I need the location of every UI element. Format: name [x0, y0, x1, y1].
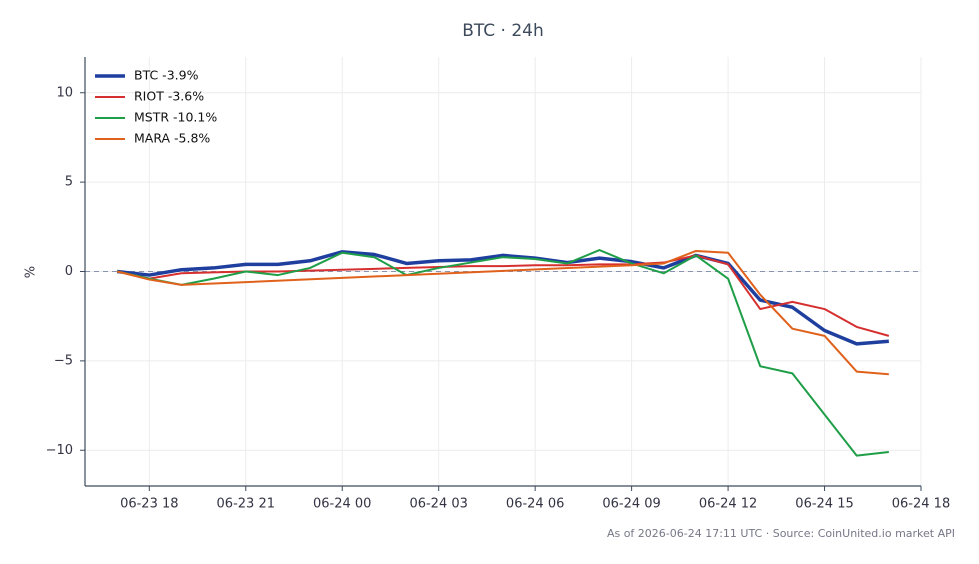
- series-line: [116, 250, 889, 346]
- y-tick-label: 0: [65, 264, 73, 279]
- y-tick-label: 5: [65, 175, 73, 190]
- legend-label: RIOT -3.6%: [134, 89, 204, 104]
- axes: −10 −5 0 5 10 06-23 18 06-23 21 06-24 00 06-24 0…: [46, 57, 950, 512]
- x-tick-label: 06-24 12: [699, 497, 757, 512]
- legend: BTC -3.9% RIOT -3.6% MSTR -10.1% MARA -5.8%: [95, 68, 217, 146]
- x-tick-label: 06-24 06: [506, 497, 564, 512]
- x-tick-label: 06-23 18: [120, 497, 178, 512]
- chart-title: BTC · 24h: [462, 21, 544, 41]
- y-tick-label: 10: [56, 85, 73, 100]
- x-tick-label: 06-24 09: [602, 497, 660, 512]
- footer: As of 2026-06-24 17:11 UTC · Source: Coi…: [607, 527, 955, 540]
- series-line: [116, 249, 889, 376]
- y-axis-label: %: [24, 266, 39, 278]
- x-tick-label: 06-24 03: [409, 497, 467, 512]
- y-tick-label: −5: [54, 353, 73, 368]
- x-tick-label: 06-24 18: [892, 497, 950, 512]
- x-tick-label: 06-23 21: [217, 497, 275, 512]
- legend-label: BTC -3.9%: [134, 68, 199, 83]
- legend-label: MSTR -10.1%: [134, 110, 217, 125]
- x-tick-label: 06-24 00: [313, 497, 371, 512]
- lines: [116, 249, 890, 457]
- x-tick-label: 06-24 15: [795, 497, 853, 512]
- legend-label: MARA -5.8%: [134, 131, 210, 146]
- series-line: [116, 249, 889, 457]
- y-tick-label: −10: [46, 443, 73, 458]
